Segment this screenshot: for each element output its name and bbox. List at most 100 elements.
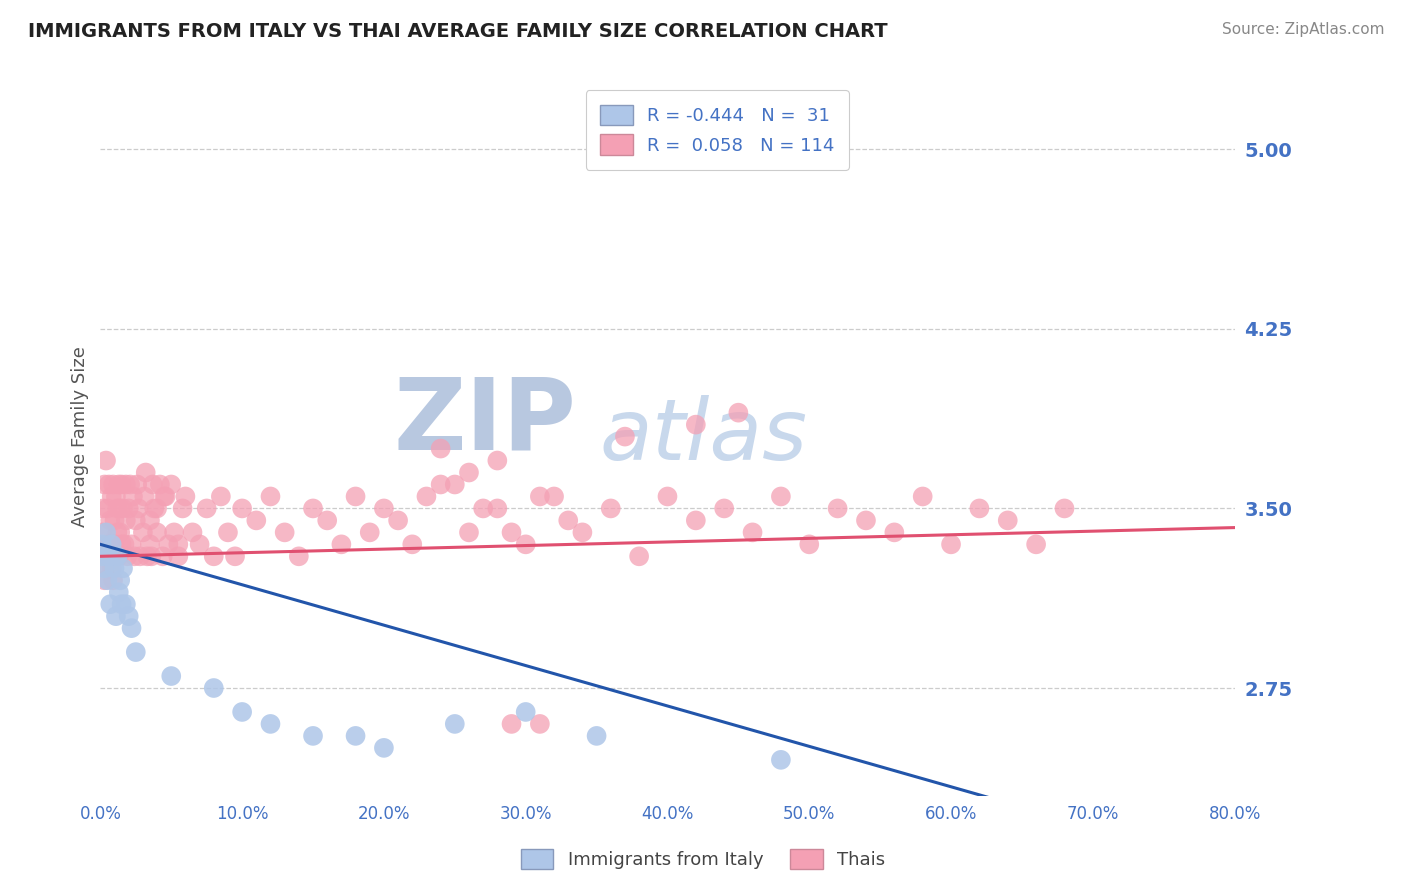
Point [105, 501, 128, 516]
Point [97, 549, 120, 564]
Point [160, 669, 183, 683]
Legend: R = -0.444   N =  31, R =  0.058   N = 114: R = -0.444 N = 31, R = 0.058 N = 114 [586, 90, 849, 169]
Point [163, 525, 186, 540]
Point [91, 549, 114, 564]
Point [139, 537, 162, 551]
Point [529, 490, 551, 504]
Point [120, 477, 142, 491]
Point [195, 501, 218, 516]
Point [94, 525, 117, 540]
Point [571, 525, 593, 540]
Point [97, 561, 120, 575]
Point [107, 477, 129, 491]
Point [486, 501, 509, 516]
Point [134, 490, 156, 504]
Point [98, 513, 121, 527]
Point [121, 537, 143, 551]
Point [769, 753, 792, 767]
Point [330, 537, 353, 551]
Point [96, 537, 118, 551]
Point [96, 574, 118, 588]
Point [172, 501, 194, 516]
Point [969, 501, 991, 516]
Point [103, 537, 125, 551]
Point [101, 477, 124, 491]
Point [585, 729, 607, 743]
Point [112, 561, 135, 575]
Point [103, 561, 125, 575]
Point [122, 490, 145, 504]
Point [125, 513, 148, 527]
Point [259, 717, 281, 731]
Point [273, 525, 295, 540]
Point [458, 466, 481, 480]
Legend: Immigrants from Italy, Thais: Immigrants from Italy, Thais [512, 839, 894, 879]
Point [110, 477, 132, 491]
Point [104, 609, 127, 624]
Point [139, 513, 162, 527]
Point [415, 490, 437, 504]
Point [685, 417, 707, 432]
Point [146, 525, 169, 540]
Point [344, 490, 367, 504]
Point [373, 740, 395, 755]
Point [93, 561, 115, 575]
Point [129, 549, 152, 564]
Point [104, 490, 127, 504]
Point [302, 729, 325, 743]
Point [108, 501, 131, 516]
Point [939, 537, 962, 551]
Point [115, 597, 138, 611]
Point [543, 490, 565, 504]
Point [429, 477, 451, 491]
Point [373, 501, 395, 516]
Point [104, 549, 127, 564]
Point [472, 501, 495, 516]
Point [117, 549, 139, 564]
Point [90, 537, 112, 551]
Text: Source: ZipAtlas.com: Source: ZipAtlas.com [1222, 22, 1385, 37]
Point [118, 501, 141, 516]
Point [501, 717, 523, 731]
Point [107, 585, 129, 599]
Point [344, 729, 367, 743]
Point [174, 490, 197, 504]
Point [557, 513, 579, 527]
Point [112, 501, 135, 516]
Point [149, 477, 172, 491]
Text: ZIP: ZIP [394, 374, 576, 471]
Point [157, 537, 180, 551]
Point [685, 513, 707, 527]
Point [110, 537, 132, 551]
Point [486, 453, 509, 467]
Point [93, 574, 115, 588]
Point [1053, 501, 1076, 516]
Point [911, 490, 934, 504]
Point [769, 490, 792, 504]
Point [458, 525, 481, 540]
Point [224, 549, 246, 564]
Text: atlas: atlas [599, 395, 807, 478]
Point [741, 525, 763, 540]
Point [316, 513, 339, 527]
Point [108, 574, 131, 588]
Point [231, 501, 253, 516]
Point [96, 501, 118, 516]
Point [628, 549, 651, 564]
Point [135, 466, 157, 480]
Point [127, 477, 149, 491]
Point [100, 561, 122, 575]
Point [727, 406, 749, 420]
Point [401, 537, 423, 551]
Point [288, 549, 311, 564]
Point [855, 513, 877, 527]
Point [91, 549, 114, 564]
Point [883, 525, 905, 540]
Point [217, 525, 239, 540]
Point [231, 705, 253, 719]
Point [97, 477, 120, 491]
Point [90, 525, 112, 540]
Point [142, 477, 165, 491]
Point [132, 525, 155, 540]
Point [128, 501, 150, 516]
